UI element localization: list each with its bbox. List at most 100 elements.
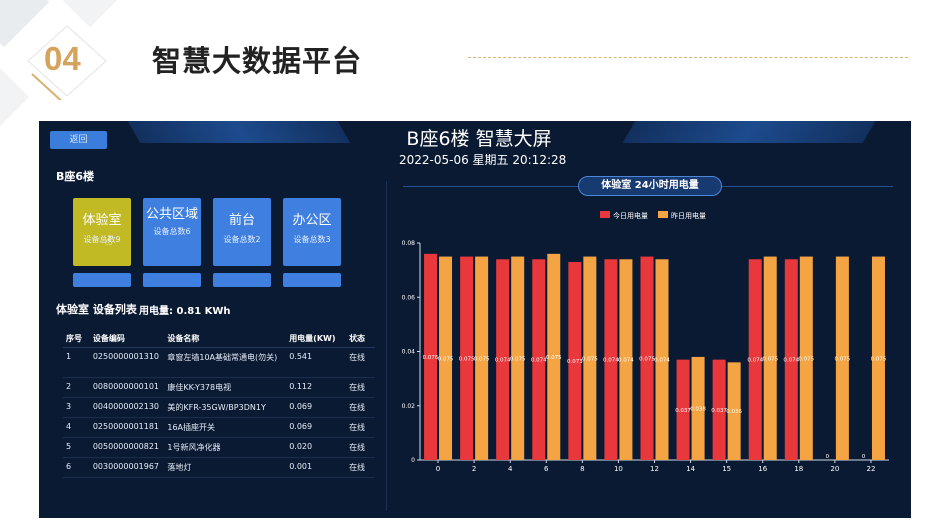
room-device-count: 设备总数9 [83, 235, 121, 244]
cell-name: 美的KFR-35GW/BP3DN1Y [164, 397, 287, 418]
cell-seq: 1 [63, 347, 90, 378]
cell-name: 章窗左墙10A基础常通电(勿关) [164, 347, 287, 378]
room-name: 办公区 [292, 213, 332, 228]
col-status: 状态 [346, 331, 375, 348]
cell-power: 0.541 [286, 347, 347, 378]
bar-yesterday [439, 256, 453, 460]
room-usage: 用电量: 0.81 KWh [139, 306, 231, 317]
screen-title: B座6楼 智慧大屏 [406, 128, 552, 150]
back-button[interactable]: 返回 [50, 131, 107, 149]
x-tick-label: 12 [650, 465, 659, 473]
dashboard-screen: 返回 B座6楼 智慧大屏 2022-05-06 星期五 20:12:28 B座6… [39, 121, 911, 518]
room-name: 公共区域 [145, 207, 198, 222]
cell-power: 0.020 [286, 437, 347, 458]
x-tick-label: 18 [794, 465, 803, 473]
screen-datetime: 2022-05-06 星期五 20:12:28 [399, 153, 567, 167]
table-row[interactable]: 4 0250000001181 16A插座开关 0.069 在线 [63, 417, 375, 438]
room-name: 体验室 [82, 213, 122, 228]
cell-name: 落地灯 [164, 457, 287, 478]
bar-today [532, 259, 546, 460]
table-row[interactable]: 5 0050000000821 1号新风净化器 0.020 在线 [63, 437, 375, 458]
room-card-experience[interactable]: 体验室 设备总数9 [73, 198, 131, 266]
bar-yesterday-label: 0.075 [798, 356, 814, 362]
table-row[interactable]: 3 0040000002130 美的KFR-35GW/BP3DN1Y 0.069… [63, 397, 375, 418]
slide-title: 智慧大数据平台 [152, 44, 363, 78]
cell-seq: 4 [63, 417, 90, 438]
cell-power: 0.001 [286, 457, 347, 478]
table-row[interactable]: 1 0250000001310 章窗左墙10A基础常通电(勿关) 0.541 在… [63, 347, 375, 378]
cell-code: 0030000001967 [89, 457, 165, 478]
bar-today-label: 0.075 [459, 356, 475, 362]
title-rule [468, 57, 908, 58]
cell-seq: 6 [63, 457, 90, 478]
room-card-more[interactable] [143, 273, 201, 287]
bar-yesterday [871, 256, 885, 460]
room-card-reception[interactable]: 前台 设备总数2 [213, 198, 271, 266]
bar-yesterday [763, 256, 777, 460]
x-tick-label: 8 [580, 465, 584, 473]
bar-yesterday [835, 256, 849, 460]
device-table: 序号 设备编码 设备名称 用电量(KW) 状态 1 0250000001310 … [63, 331, 375, 478]
y-tick-label: 0.02 [402, 403, 416, 410]
legend-swatch-today [600, 211, 610, 218]
bar-today-label: 0.075 [639, 356, 655, 362]
bar-today-label: 0.037 [711, 408, 727, 414]
bar-today [640, 256, 654, 460]
y-tick-label: 0.08 [402, 240, 416, 247]
bar-yesterday-label: 0.075 [582, 356, 598, 362]
x-tick-label: 6 [544, 465, 549, 473]
bar-today [496, 259, 510, 460]
bar-today [748, 259, 762, 460]
room-card-more[interactable] [283, 273, 341, 287]
header-band-left [127, 121, 351, 143]
bar-yesterday [799, 256, 813, 460]
bar-yesterday [691, 356, 705, 460]
bar-yesterday-label: 0.075 [546, 355, 562, 361]
bar-today-label: 0.074 [495, 358, 511, 364]
bar-today-label: 0.074 [603, 358, 619, 364]
bar-today-label: 0.074 [747, 358, 763, 364]
number-frame [27, 25, 107, 100]
y-tick-label: 0.04 [402, 349, 416, 356]
bar-yesterday-label: 0.075 [510, 356, 526, 362]
bar-yesterday-label: 0.075 [762, 356, 778, 362]
col-code: 设备编码 [89, 331, 165, 348]
room-card-more[interactable] [213, 273, 271, 287]
x-tick-label: 22 [867, 465, 876, 473]
cell-status: 在线 [346, 347, 375, 378]
col-seq: 序号 [63, 331, 90, 348]
room-card-more[interactable] [73, 273, 131, 287]
cell-name: 康佳KK-Y378电视 [164, 377, 287, 398]
cell-seq: 3 [63, 397, 90, 418]
bar-yesterday [727, 362, 741, 460]
cell-power: 0.069 [286, 417, 347, 438]
room-card-office[interactable]: 办公区 设备总数3 [283, 198, 341, 266]
bar-yesterday [511, 256, 525, 460]
cell-status: 在线 [346, 377, 375, 398]
x-tick-label: 0 [436, 465, 440, 473]
bar-today-label: 0 [826, 454, 830, 460]
bar-today [460, 256, 474, 460]
table-row[interactable]: 2 0080000000101 康佳KK-Y378电视 0.112 在线 [63, 377, 375, 398]
room-card-public[interactable]: 公共区域 设备总数6 [143, 198, 201, 266]
legend-label-yesterday: 昨日用电量 [671, 211, 706, 220]
y-tick-label: 0.06 [402, 294, 416, 301]
x-tick-label: 10 [614, 465, 623, 473]
cell-power: 0.112 [286, 377, 347, 398]
section-number: 04 [44, 40, 81, 77]
bar-yesterday-label: 0.075 [474, 356, 490, 362]
room-device-count: 设备总数3 [293, 235, 331, 244]
cell-seq: 5 [63, 437, 90, 458]
table-row[interactable]: 6 0030000001967 落地灯 0.001 在线 [63, 457, 375, 478]
col-name: 设备名称 [164, 331, 287, 348]
cell-name: 16A插座开关 [164, 417, 287, 438]
bar-today-label: 0.037 [675, 408, 691, 414]
bar-today-label: 0 [862, 454, 866, 460]
y-tick-label: 0 [411, 457, 415, 464]
x-tick-label: 14 [686, 465, 695, 473]
bar-today-label: 0.074 [783, 358, 799, 364]
x-tick-label: 2 [472, 465, 476, 473]
device-list-title: 体验室 设备列表 [56, 303, 137, 316]
bar-yesterday [619, 259, 633, 460]
